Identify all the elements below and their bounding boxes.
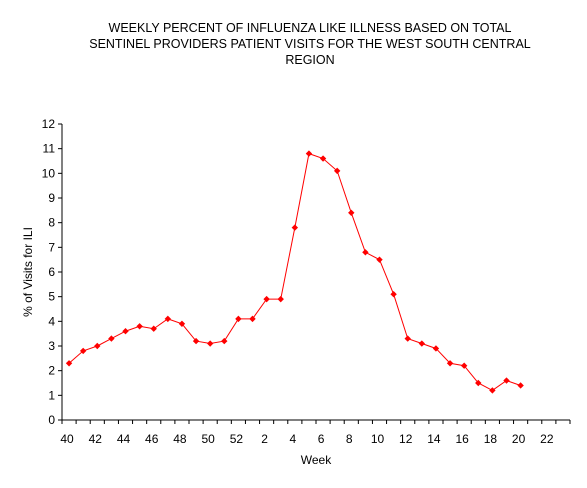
data-point xyxy=(319,155,327,162)
data-point xyxy=(79,347,87,355)
y-tick-label: 10 xyxy=(42,166,56,180)
x-tick-label: 4 xyxy=(289,432,296,446)
data-point xyxy=(333,167,341,175)
x-tick-label: 18 xyxy=(484,432,498,446)
y-tick-label: 5 xyxy=(48,290,55,304)
data-point xyxy=(94,342,101,350)
data-point xyxy=(122,328,129,335)
data-point xyxy=(150,325,157,332)
data-point xyxy=(503,377,510,384)
x-tick-label: 10 xyxy=(371,432,385,446)
x-tick-label: 2 xyxy=(261,432,268,446)
data-point xyxy=(249,315,256,323)
y-tick-label: 3 xyxy=(48,339,55,353)
x-tick-label: 6 xyxy=(318,432,325,446)
x-tick-label: 20 xyxy=(512,432,526,446)
data-point xyxy=(192,337,200,345)
x-tick-label: 12 xyxy=(399,432,413,446)
x-tick-label: 42 xyxy=(89,432,103,446)
x-tick-label: 52 xyxy=(230,432,244,446)
data-point xyxy=(404,335,411,342)
data-point xyxy=(277,295,284,303)
x-tick-label: 48 xyxy=(173,432,187,446)
data-point xyxy=(263,295,270,303)
chart-title: WEEKLY PERCENT OF INFLUENZA LIKE ILLNESS… xyxy=(40,20,580,68)
y-tick-label: 9 xyxy=(48,191,55,205)
data-point xyxy=(178,320,186,327)
data-point xyxy=(475,379,482,387)
data-point xyxy=(136,323,143,330)
y-tick-label: 4 xyxy=(48,314,55,328)
chart-title-line-3: REGION xyxy=(285,53,335,67)
y-axis-title: % of Visits for ILI xyxy=(21,227,35,317)
y-tick-label: 12 xyxy=(42,117,56,131)
y-tick-label: 8 xyxy=(48,216,55,230)
chart-title-line-2: SENTINEL PROVIDERS PATIENT VISITS FOR TH… xyxy=(89,37,531,51)
x-tick-label: 50 xyxy=(201,432,215,446)
data-point xyxy=(164,315,172,323)
y-tick-label: 7 xyxy=(48,240,55,254)
x-tick-label: 8 xyxy=(346,432,353,446)
y-tick-label: 6 xyxy=(48,265,55,279)
x-tick-label: 40 xyxy=(60,432,74,446)
data-point xyxy=(221,337,228,345)
data-point xyxy=(446,360,454,367)
data-point xyxy=(460,362,468,369)
x-tick-label: 16 xyxy=(455,432,469,446)
x-tick-label: 22 xyxy=(540,432,554,446)
y-tick-label: 2 xyxy=(48,364,55,378)
data-point xyxy=(390,291,397,298)
data-point xyxy=(305,150,313,157)
x-tick-label: 44 xyxy=(117,432,131,446)
y-tick-label: 11 xyxy=(43,142,56,156)
data-point xyxy=(432,345,440,352)
data-point xyxy=(418,340,426,347)
data-point xyxy=(362,249,369,256)
data-point xyxy=(206,340,214,347)
data-point xyxy=(517,382,524,389)
data-point xyxy=(235,315,242,323)
data-point xyxy=(376,256,383,263)
x-tick-label: 14 xyxy=(427,432,441,446)
data-point xyxy=(489,387,496,394)
data-point xyxy=(65,360,73,367)
y-tick-label: 0 xyxy=(48,413,55,427)
y-tick-label: 1 xyxy=(48,388,55,402)
data-point xyxy=(291,224,299,231)
x-tick-label: 46 xyxy=(145,432,159,446)
data-point xyxy=(348,209,355,216)
data-point xyxy=(108,335,115,342)
x-axis-title: Week xyxy=(301,453,332,467)
chart-title-line-1: WEEKLY PERCENT OF INFLUENZA LIKE ILLNESS… xyxy=(108,21,512,35)
series-line xyxy=(68,152,521,391)
